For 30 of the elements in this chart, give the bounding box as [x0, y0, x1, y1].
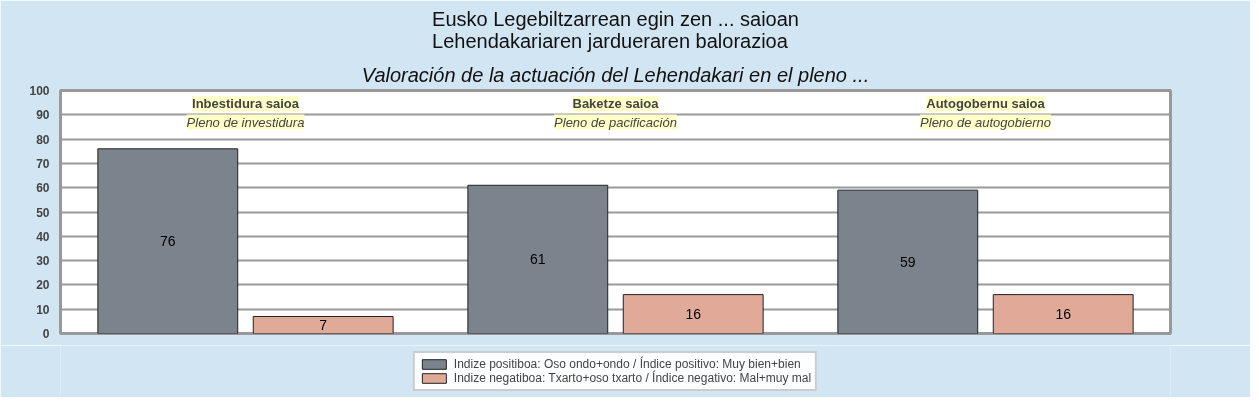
data-label: 7	[319, 316, 328, 333]
bar	[467, 184, 609, 334]
y-tick-label: 80	[36, 132, 50, 147]
data-label: 16	[1055, 306, 1072, 323]
y-tick-label: 50	[36, 205, 50, 220]
data-label: 76	[160, 233, 176, 250]
data-label: 61	[530, 251, 546, 268]
y-tick-label: 10	[36, 302, 50, 317]
data-label: 16	[685, 306, 702, 323]
y-tick-label: 60	[36, 181, 50, 196]
legend-label: Indize negatiboa: Txarto+oso txarto / Índice negativo: Mal+muy mal	[453, 371, 812, 385]
y-tick-label: 0	[42, 327, 50, 341]
chart-title: Eusko Legebiltzarrean egin zen ... saioan Lehendakariaren jardueraren balorazioa	[432, 7, 799, 52]
y-tick-label: 100	[29, 84, 50, 98]
y-tick-label: 40	[36, 229, 50, 244]
y-tick-label: 30	[36, 254, 50, 269]
y-tick-label: 90	[36, 108, 50, 123]
x-tick-label: Autogobernu saioa Pleno de autogobierno	[920, 96, 1051, 130]
chart-subtitle: Valoración de la actuación del Lehendakari en el pleno ...	[361, 63, 870, 86]
bar	[837, 189, 979, 334]
bar	[622, 294, 764, 334]
bar	[252, 315, 394, 334]
y-tick-label: 70	[36, 156, 50, 171]
data-label: 59	[900, 253, 916, 270]
bar	[97, 148, 239, 334]
legend-label: Indize positiboa: Oso ondo+ondo / Índice positivo: Muy bien+bien	[453, 357, 801, 371]
x-tick-label: Inbestidura saioa Pleno de investidura	[186, 96, 305, 130]
x-tick-label: Baketze saioa Pleno de pacificación	[554, 96, 677, 130]
y-tick-label: 20	[36, 278, 50, 293]
bar	[992, 294, 1134, 334]
